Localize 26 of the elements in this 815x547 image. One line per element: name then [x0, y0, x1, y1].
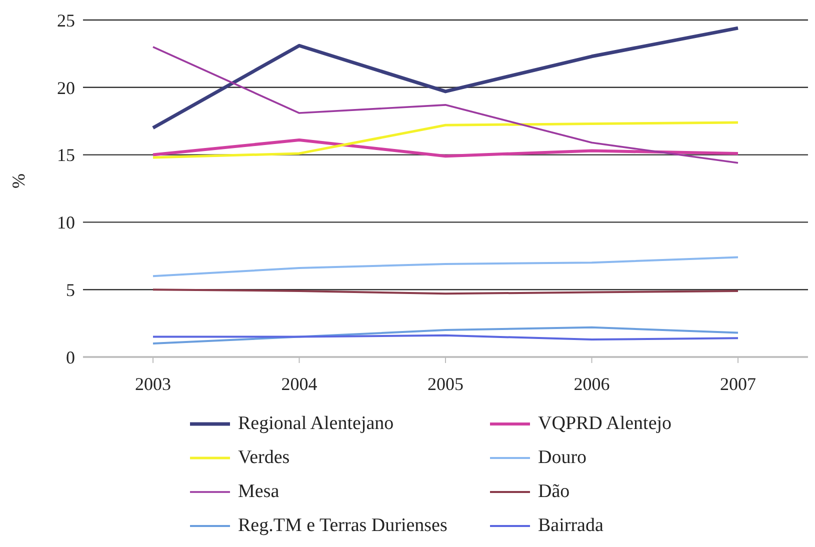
legend-label: Verdes [238, 447, 290, 469]
y-tick-label: 20 [57, 78, 75, 98]
x-tick-label: 2004 [281, 374, 318, 394]
x-tick-label: 2005 [428, 374, 464, 394]
legend-label: Douro [538, 447, 587, 469]
y-tick-label: 0 [66, 347, 75, 368]
line-series [152, 121, 740, 159]
legend-label: Bairrada [538, 515, 604, 537]
legend-label: Mesa [238, 481, 280, 503]
line-series [151, 26, 740, 130]
y-tick-label: 5 [66, 280, 75, 300]
line-series [152, 138, 740, 158]
y-axis-title: % [8, 174, 28, 188]
legend-label: Regional Alentejano [238, 413, 394, 435]
y-tick-label: 25 [57, 10, 75, 30]
line-series [152, 326, 739, 345]
line-series [152, 46, 739, 164]
line-series [152, 256, 739, 278]
legend-label: VQPRD Alentejo [538, 413, 672, 435]
y-tick-label: 10 [57, 212, 75, 233]
y-tick-label: 15 [57, 145, 75, 166]
x-tick-label: 2006 [574, 374, 610, 394]
legend-label: Reg.TM e Terras Durienses [238, 515, 448, 537]
x-tick-label: 2003 [135, 374, 171, 394]
legend-label: Dão [538, 481, 570, 503]
x-tick-label: 2007 [720, 374, 756, 394]
